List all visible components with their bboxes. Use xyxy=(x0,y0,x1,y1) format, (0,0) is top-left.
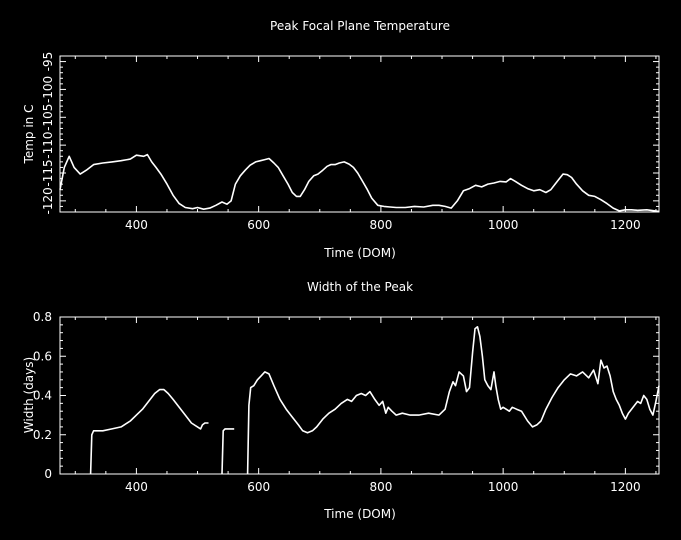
width-y-tick-label: 0.4 xyxy=(33,389,52,403)
width-series-segment-2 xyxy=(221,428,235,475)
temperature-plot-frame xyxy=(59,55,660,213)
temperature-ticks: 400 600 800 1000 1200 -120-115-110-105-100 -95 xyxy=(41,52,659,232)
width-y-tick-label: 0.6 xyxy=(33,349,52,363)
width-x-tick-label: 800 xyxy=(369,480,392,494)
temperature-x-tick-label: 600 xyxy=(247,218,270,232)
width-x-tick-label: 1000 xyxy=(488,480,519,494)
width-x-tick-label: 600 xyxy=(247,480,270,494)
temperature-x-tick-label: 800 xyxy=(369,218,392,232)
temperature-xlabel: Time (DOM) xyxy=(323,246,396,260)
temperature-y-tick-label: -100 xyxy=(41,76,55,103)
temperature-panel: Peak Focal Plane Temperature 400 600 800 10… xyxy=(22,19,660,260)
width-series-lines xyxy=(89,326,660,475)
temperature-series-line xyxy=(59,153,660,213)
width-title: Width of the Peak xyxy=(307,280,413,294)
temperature-y-tick-label: -120 xyxy=(41,187,55,214)
temperature-title: Peak Focal Plane Temperature xyxy=(270,19,450,33)
width-series-segment-1 xyxy=(89,388,209,475)
width-plot-frame xyxy=(59,316,660,475)
width-y-tick-label: 0.2 xyxy=(33,428,52,442)
temperature-y-tick-label: -95 xyxy=(41,52,55,72)
width-y-tick-label: 0.8 xyxy=(33,310,52,324)
width-panel: Width of the Peak 400 600 800 1000 1200 0 0.2 0… xyxy=(22,280,660,521)
width-series-segment-3 xyxy=(246,326,660,475)
temperature-y-tick-label: -115 xyxy=(41,159,55,186)
temperature-x-tick-label: 400 xyxy=(125,218,148,232)
temperature-y-tick-label: -110 xyxy=(41,132,55,159)
width-xlabel: Time (DOM) xyxy=(323,507,396,521)
width-x-tick-label: 1200 xyxy=(610,480,641,494)
width-x-tick-label: 400 xyxy=(125,480,148,494)
temperature-x-tick-label: 1200 xyxy=(610,218,641,232)
width-y-tick-label: 0 xyxy=(44,467,52,481)
temperature-y-tick-label: -105 xyxy=(41,104,55,131)
temperature-ylabel: Temp in C xyxy=(22,105,36,165)
temperature-x-tick-label: 1000 xyxy=(488,218,519,232)
width-ticks: 400 600 800 1000 1200 0 0.2 0.4 0.6 0.8 xyxy=(33,310,659,494)
width-ylabel: Width (days) xyxy=(22,357,36,433)
